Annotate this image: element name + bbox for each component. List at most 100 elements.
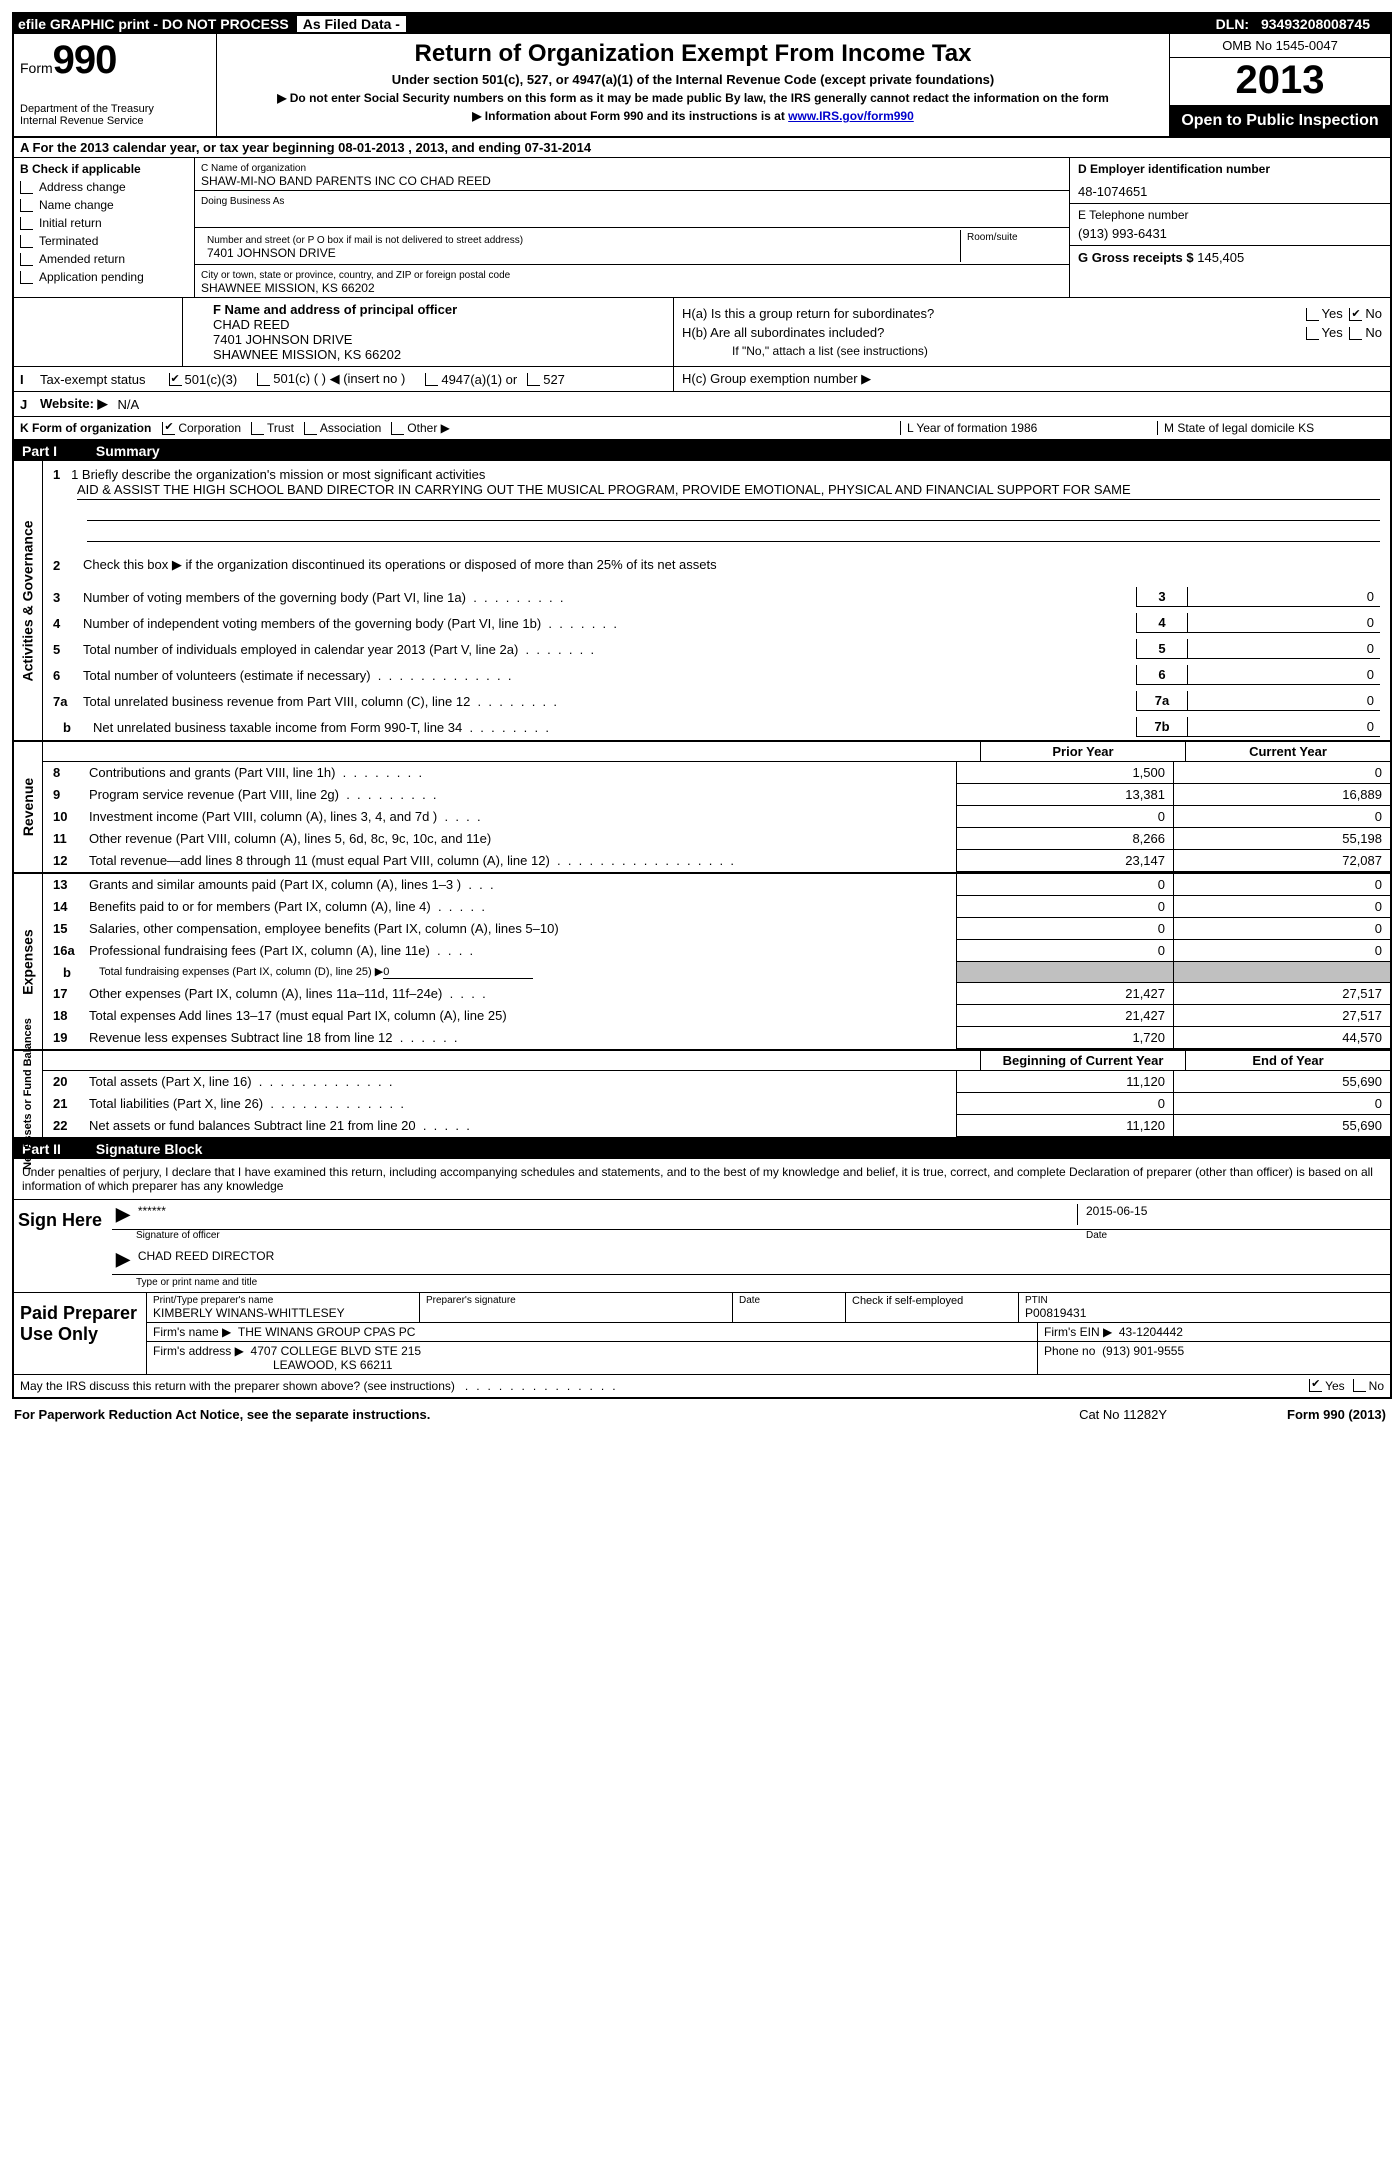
check-pending[interactable]: Application pending <box>20 270 188 284</box>
vert-revenue: Revenue <box>14 742 43 872</box>
check-addr-change[interactable]: Address change <box>20 180 188 194</box>
line1: 1 1 Briefly describe the organization's … <box>43 461 1390 554</box>
revenue-section: Revenue Prior Year Current Year 8Contrib… <box>14 742 1390 874</box>
row-j: J Website: ▶ N/A <box>14 392 1390 417</box>
line13: 13Grants and similar amounts paid (Part … <box>43 874 1390 896</box>
note2: ▶ Information about Form 990 and its ins… <box>227 109 1159 123</box>
line18: 18Total expenses Add lines 13–17 (must e… <box>43 1005 1390 1027</box>
sig-date: 2015-06-15 <box>1077 1204 1386 1225</box>
line17: 17Other expenses (Part IX, column (A), l… <box>43 983 1390 1005</box>
line7b: bNet unrelated business taxable income f… <box>43 714 1390 740</box>
hb-no[interactable] <box>1349 327 1362 340</box>
dln: DLN: 93493208008745 <box>1216 16 1378 32</box>
blank-line1 <box>87 506 1380 521</box>
check-terminated[interactable]: Terminated <box>20 234 188 248</box>
officer-name: CHAD REED <box>213 317 643 332</box>
501c-check[interactable] <box>257 373 270 386</box>
org-name-row: C Name of organization SHAW-MI-NO BAND P… <box>195 158 1069 191</box>
preparer-name: KIMBERLY WINANS-WHITTLESEY <box>153 1306 345 1320</box>
firm-addr1: 4707 COLLEGE BLVD STE 215 <box>251 1344 422 1358</box>
section-f: F Name and address of principal officer … <box>183 298 674 366</box>
check-amended[interactable]: Amended return <box>20 252 188 266</box>
vert-activities: Activities & Governance <box>14 461 43 740</box>
501c3-check[interactable] <box>169 373 182 386</box>
line15: 15Salaries, other compensation, employee… <box>43 918 1390 940</box>
org-addr: 7401 JOHNSON DRIVE <box>207 246 336 260</box>
k-corp[interactable] <box>162 422 175 435</box>
efile-text: efile GRAPHIC print - DO NOT PROCESS <box>18 16 289 32</box>
check-name-change[interactable]: Name change <box>20 198 188 212</box>
irs-link[interactable]: www.IRS.gov/form990 <box>788 109 914 123</box>
k-trust[interactable] <box>251 422 264 435</box>
line5: 5Total number of individuals employed in… <box>43 636 1390 662</box>
gross-receipts: 145,405 <box>1197 250 1244 265</box>
sig-line2: ▶ CHAD REED DIRECTOR <box>112 1245 1390 1274</box>
mission-text: AID & ASSIST THE HIGH SCHOOL BAND DIRECT… <box>77 482 1380 500</box>
line3: 3Number of voting members of the governi… <box>43 584 1390 610</box>
k-assoc[interactable] <box>304 422 317 435</box>
row-i-hc: I Tax-exempt status 501(c)(3) 501(c) ( )… <box>14 367 1390 392</box>
arrow-icon-2: ▶ <box>116 1249 130 1270</box>
line20: 20Total assets (Part X, line 16) . . . .… <box>43 1071 1390 1093</box>
line11: 11Other revenue (Part VIII, column (A), … <box>43 828 1390 850</box>
header-center: Return of Organization Exempt From Incom… <box>217 34 1170 136</box>
sign-here-label: Sign Here <box>14 1200 112 1292</box>
fgh-left-blank <box>14 298 183 366</box>
col-d: D Employer identification number 48-1074… <box>1070 158 1390 297</box>
blank-line2 <box>87 527 1380 542</box>
check-initial-return[interactable]: Initial return <box>20 216 188 230</box>
line4: 4Number of independent voting members of… <box>43 610 1390 636</box>
vert-netassets: Net Assets or Fund Balances <box>14 1051 43 1137</box>
dept-treasury: Department of the Treasury <box>20 103 210 115</box>
sig-line1: ▶ ****** 2015-06-15 <box>112 1200 1390 1230</box>
line16b: bTotal fundraising expenses (Part IX, co… <box>43 962 1390 983</box>
col-c: C Name of organization SHAW-MI-NO BAND P… <box>195 158 1070 297</box>
line22: 22Net assets or fund balances Subtract l… <box>43 1115 1390 1137</box>
dba-row: Doing Business As <box>195 191 1069 228</box>
row-k: K Form of organization Corporation Trust… <box>14 417 1390 441</box>
firm-ein: 43-1204442 <box>1119 1325 1183 1339</box>
part1-header: Part I Summary <box>14 441 1390 461</box>
line21: 21Total liabilities (Part X, line 26) . … <box>43 1093 1390 1115</box>
sig-sub2: Type or print name and title <box>112 1274 1390 1292</box>
line16a: 16aProfessional fundraising fees (Part I… <box>43 940 1390 962</box>
expenses-section: Expenses 13Grants and similar amounts pa… <box>14 874 1390 1051</box>
4947-check[interactable] <box>425 373 438 386</box>
top-bar: efile GRAPHIC print - DO NOT PROCESS As … <box>14 14 1390 34</box>
discuss-row: May the IRS discuss this return with the… <box>14 1375 1390 1397</box>
hb-yes[interactable] <box>1306 327 1319 340</box>
k-other[interactable] <box>391 422 404 435</box>
firm-phone: (913) 901-9555 <box>1102 1344 1184 1358</box>
discuss-no[interactable] <box>1353 1379 1366 1392</box>
header-left: Form990 Department of the Treasury Inter… <box>14 34 217 136</box>
line9: 9Program service revenue (Part VIII, lin… <box>43 784 1390 806</box>
prep-line2: Firm's name ▶ THE WINANS GROUP CPAS PC F… <box>147 1323 1390 1342</box>
note1: ▶ Do not enter Social Security numbers o… <box>227 91 1159 105</box>
asfiled-text: As Filed Data - <box>297 16 406 32</box>
ptin: P00819431 <box>1025 1306 1086 1320</box>
ha-yes[interactable] <box>1306 308 1319 321</box>
line8: 8Contributions and grants (Part VIII, li… <box>43 762 1390 784</box>
line14: 14Benefits paid to or for members (Part … <box>43 896 1390 918</box>
line6: 6Total number of volunteers (estimate if… <box>43 662 1390 688</box>
b-label: B Check if applicable <box>20 162 188 176</box>
527-check[interactable] <box>527 373 540 386</box>
perjury-text: Under penalties of perjury, I declare th… <box>14 1159 1390 1200</box>
irs-label: Internal Revenue Service <box>20 115 210 127</box>
line-a: A For the 2013 calendar year, or tax yea… <box>14 138 1390 158</box>
h-a: H(a) Is this a group return for subordin… <box>682 306 1382 321</box>
fgh-row: F Name and address of principal officer … <box>14 298 1390 367</box>
open-inspection: Open to Public Inspection <box>1170 106 1390 136</box>
prep-label: Paid Preparer Use Only <box>14 1293 147 1374</box>
row-i: I Tax-exempt status 501(c)(3) 501(c) ( )… <box>14 367 674 391</box>
ha-no[interactable] <box>1349 308 1362 321</box>
revenue-header: Prior Year Current Year <box>43 742 1390 762</box>
header: Form990 Department of the Treasury Inter… <box>14 34 1390 138</box>
ein-row: D Employer identification number 48-1074… <box>1070 158 1390 204</box>
discuss-yes[interactable] <box>1309 1379 1322 1392</box>
tel-value: (913) 993-6431 <box>1078 226 1382 241</box>
prep-line1: Print/Type preparer's nameKIMBERLY WINAN… <box>147 1293 1390 1323</box>
arrow-icon: ▶ <box>116 1204 130 1225</box>
sig-sub1: Signature of officer Date <box>112 1230 1390 1245</box>
part2-header: Part II Signature Block <box>14 1139 1390 1159</box>
